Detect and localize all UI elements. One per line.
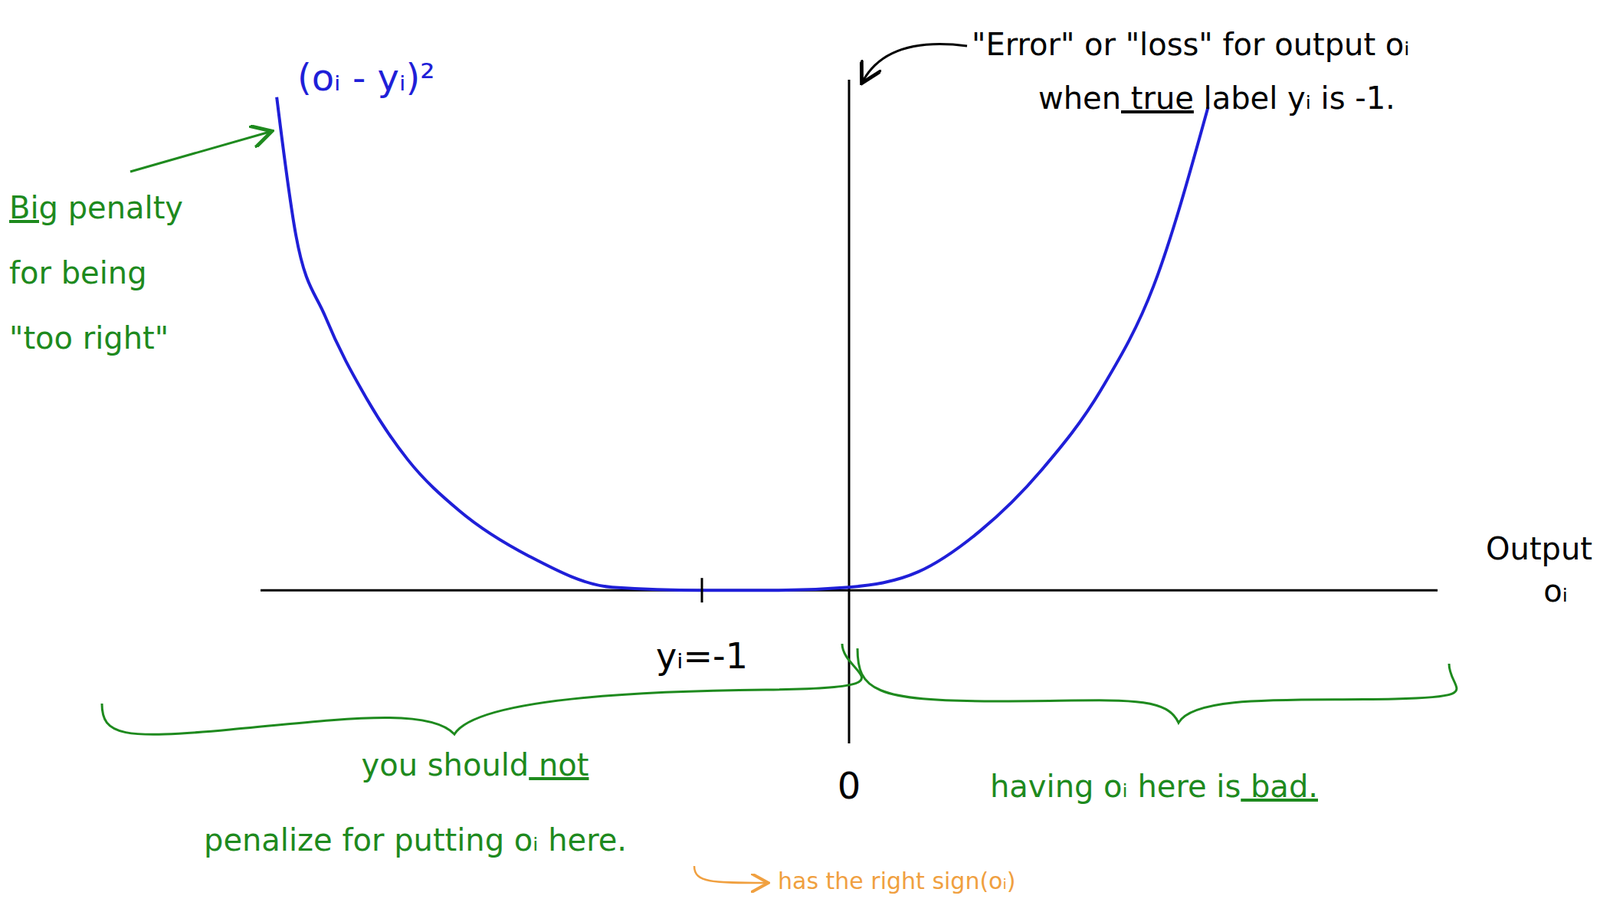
svg-text:yᵢ=-1: yᵢ=-1 bbox=[655, 635, 748, 677]
svg-text:you should not: you should not bbox=[361, 747, 590, 783]
svg-text:penalize for putting oᵢ here.: penalize for putting oᵢ here. bbox=[203, 822, 627, 858]
svg-text:when true label yᵢ is -1.: when true label yᵢ is -1. bbox=[1038, 80, 1396, 116]
svg-text:Output: Output bbox=[1485, 531, 1593, 567]
svg-text:"too right": "too right" bbox=[9, 320, 169, 356]
svg-text:oᵢ: oᵢ bbox=[1543, 573, 1568, 609]
svg-text:has the right sign(oᵢ): has the right sign(oᵢ) bbox=[777, 867, 1017, 895]
svg-text:"Error" or "loss" for output o: "Error" or "loss" for output oᵢ bbox=[971, 26, 1410, 63]
svg-text:having oᵢ here is bad.: having oᵢ here is bad. bbox=[990, 768, 1319, 804]
svg-text:0: 0 bbox=[837, 763, 862, 807]
svg-text:(oᵢ - yᵢ)²: (oᵢ - yᵢ)² bbox=[297, 55, 435, 99]
svg-text:Big penalty: Big penalty bbox=[9, 190, 184, 226]
svg-text:for being: for being bbox=[9, 255, 148, 291]
